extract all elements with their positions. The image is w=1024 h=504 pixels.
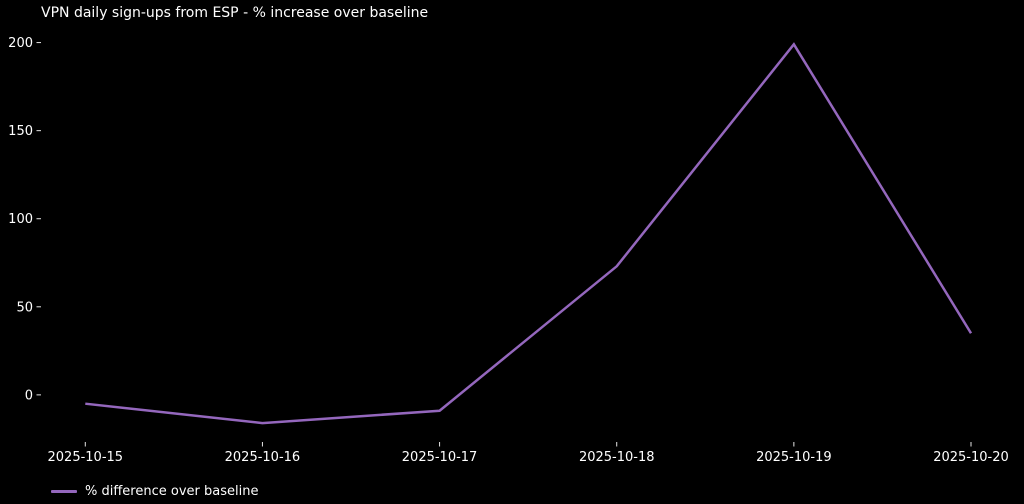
y-tick-label: 150 — [8, 124, 33, 139]
x-tick-label: 2025-10-20 — [933, 450, 1009, 465]
x-tick-label: 2025-10-16 — [225, 450, 301, 465]
data-line — [85, 42, 973, 425]
x-tick-label: 2025-10-17 — [402, 450, 478, 465]
y-tick-label: 0 — [25, 388, 33, 403]
x-tick-label: 2025-10-15 — [48, 450, 124, 465]
legend: % difference over baseline — [51, 482, 258, 500]
legend-label: % difference over baseline — [85, 483, 259, 499]
legend-line-swatch — [51, 489, 77, 493]
x-tick-label: 2025-10-18 — [579, 450, 655, 465]
y-tick-label: 200 — [8, 36, 33, 51]
y-tick-label: 50 — [16, 300, 33, 315]
y-tick-label: 100 — [8, 212, 33, 227]
x-tick-label: 2025-10-19 — [756, 450, 832, 465]
chart-title: VPN daily sign-ups from ESP - % increase… — [41, 5, 429, 21]
